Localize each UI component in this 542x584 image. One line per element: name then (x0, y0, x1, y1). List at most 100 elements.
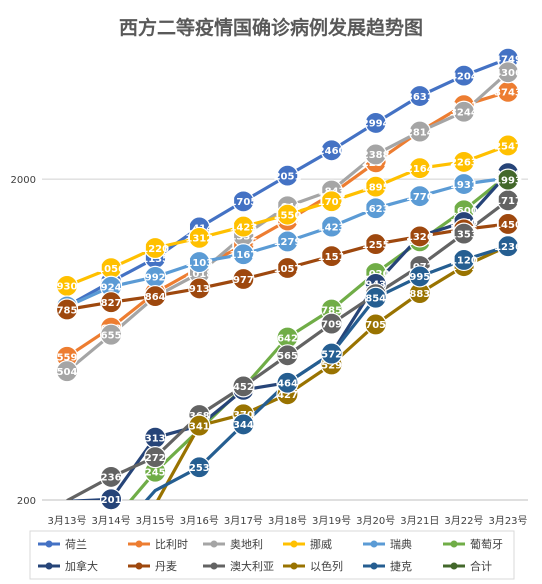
legend-label: 捷克 (390, 559, 412, 573)
data-label: 565 (277, 351, 298, 362)
data-point (188, 414, 211, 437)
data-label: 709 (321, 319, 342, 330)
data-label: 655 (101, 330, 122, 341)
chart-title: 西方二等疫情国确诊病例发展趋势图 (119, 16, 423, 39)
data-label: 930 (57, 282, 78, 293)
legend-label: 丹麦 (155, 560, 177, 573)
data-point (496, 61, 520, 84)
data-point (496, 134, 520, 157)
legend-swatch-marker (370, 540, 378, 548)
data-label: 3743 (494, 88, 522, 99)
data-point (364, 197, 387, 220)
data-point (232, 190, 255, 213)
data-label: 1717 (494, 196, 522, 207)
legend-label: 合计 (470, 559, 492, 573)
data-label: 341 (189, 421, 210, 432)
data-point (99, 291, 123, 314)
data-point (188, 456, 211, 479)
data-point (320, 245, 343, 268)
data-label: 1450 (494, 220, 522, 231)
series-points: 8049591135141417052051246029943631420447… (55, 47, 522, 511)
data-label: 1018 (185, 269, 213, 280)
data-label: 3244 (450, 108, 478, 119)
data-label: 864 (145, 292, 166, 303)
data-label: 1623 (362, 204, 390, 215)
legend-swatch-marker (135, 540, 143, 548)
y-tick-label: 2000 (11, 175, 36, 186)
data-point (188, 277, 211, 300)
data-point (320, 215, 343, 238)
data-label: 3631 (406, 92, 434, 103)
data-label: 201 (101, 495, 122, 506)
data-label: 559 (57, 353, 78, 364)
data-label: 2814 (406, 127, 434, 138)
data-label: 1931 (450, 180, 478, 191)
legend-swatch-marker (135, 562, 143, 570)
data-label: 344 (233, 420, 254, 431)
data-label: 2460 (318, 146, 346, 157)
legend-swatch-marker (210, 540, 218, 548)
data-label: 2388 (362, 150, 390, 161)
data-label: 1103 (185, 258, 213, 269)
x-tick-label: 3月16号 (180, 515, 219, 527)
data-point (55, 360, 79, 383)
data-point (55, 298, 79, 321)
legend-label: 以色列 (310, 559, 343, 573)
data-point (364, 232, 387, 256)
data-point (276, 230, 299, 253)
data-point (188, 226, 211, 249)
data-point (408, 225, 431, 248)
legend-label: 挪威 (310, 537, 332, 551)
x-tick-label: 3月20号 (356, 515, 395, 527)
data-point (364, 143, 387, 166)
data-label: 883 (409, 289, 430, 300)
data-label: 1220 (141, 244, 169, 255)
legend-swatch-marker (290, 540, 298, 548)
legend-swatch-marker (450, 540, 458, 548)
data-point (408, 185, 431, 208)
data-label: 572 (321, 349, 342, 360)
legend-label: 葡萄牙 (470, 538, 503, 551)
data-point (364, 286, 387, 309)
legend-swatch-marker (370, 562, 378, 570)
data-point (320, 342, 343, 365)
data-label: 529 (321, 360, 342, 371)
x-tick-label: 3月23号 (488, 515, 527, 527)
data-point (232, 375, 255, 398)
data-label: 4204 (450, 71, 478, 82)
data-label: 854 (365, 294, 386, 305)
data-point (496, 212, 520, 236)
legend-label: 加拿大 (65, 559, 98, 573)
legend-box (29, 530, 515, 580)
data-point (276, 344, 299, 367)
legend-swatch-marker (210, 562, 218, 570)
legend-swatch-marker (290, 562, 298, 570)
data-label: 992 (145, 273, 166, 284)
data-point (320, 312, 343, 335)
data-point (452, 64, 475, 87)
x-tick-label: 3月22号 (444, 515, 483, 527)
data-label: 464 (277, 379, 298, 390)
data-label: 1312 (185, 234, 213, 245)
data-label: 785 (321, 305, 342, 316)
data-point (364, 111, 387, 135)
data-point (232, 243, 255, 266)
x-tick-label: 3月17号 (224, 515, 263, 527)
data-label: 1423 (318, 222, 346, 233)
data-point (144, 236, 167, 260)
data-point (144, 446, 167, 469)
data-label: 827 (101, 298, 122, 309)
data-point (496, 168, 520, 191)
data-point (452, 222, 475, 245)
legend-label: 比利时 (155, 538, 188, 551)
legend-swatch-marker (45, 540, 53, 548)
data-label: 1120 (450, 256, 478, 267)
data-label: 642 (277, 333, 298, 344)
data-label: 977 (233, 275, 254, 286)
data-label: 2547 (494, 141, 522, 152)
data-label: 427 (277, 390, 298, 401)
data-point (452, 100, 475, 123)
data-point (408, 84, 431, 108)
